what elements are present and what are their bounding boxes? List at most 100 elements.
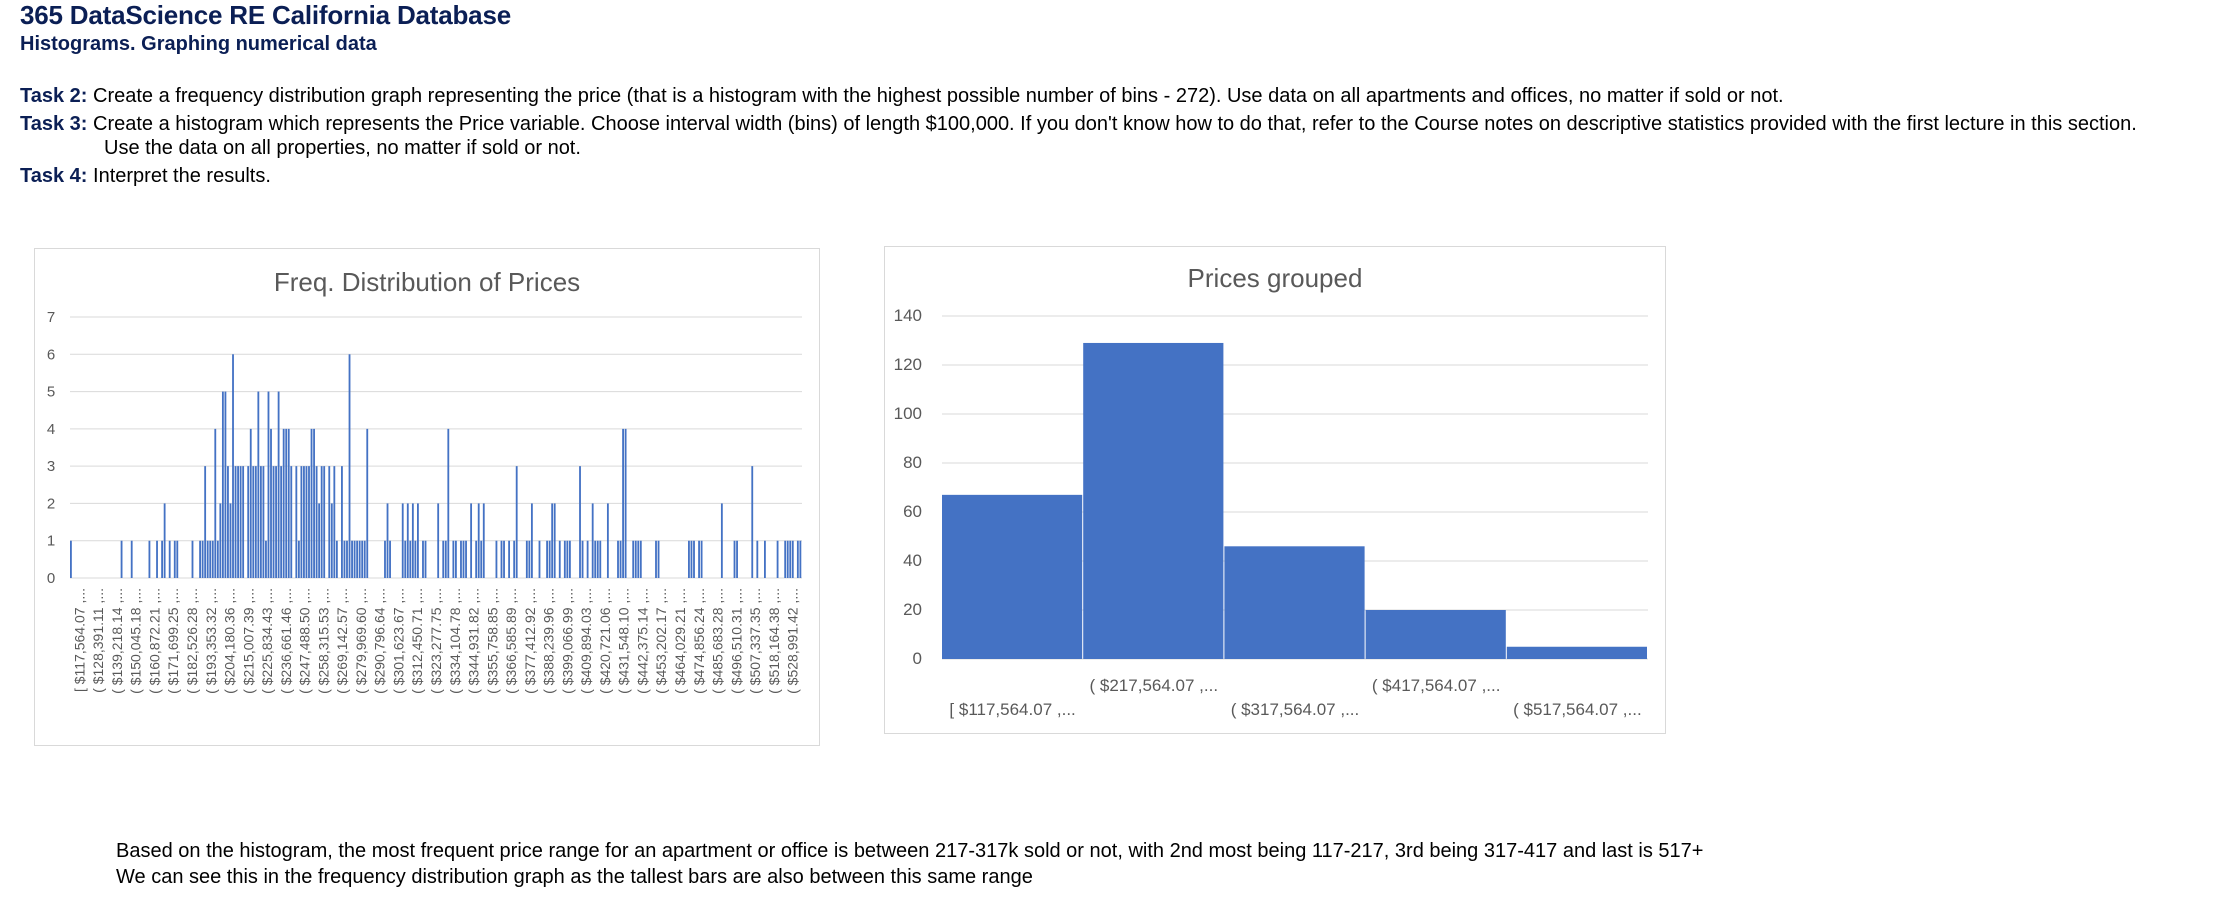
histogram-bar	[444, 540, 447, 578]
histogram-bar	[267, 391, 270, 578]
histogram-bar	[199, 540, 202, 578]
histogram-bar	[465, 540, 467, 578]
histogram-bar	[690, 540, 693, 578]
x-tick-label: ( $409,894.03 ,...	[578, 588, 594, 694]
histogram-bar	[637, 540, 640, 578]
prices-grouped-chart-svg: Prices grouped 0 20 40 60 80 100 120 140 [ $117,5…	[894, 263, 1648, 719]
histogram-bar	[634, 540, 637, 578]
histogram-bar	[515, 466, 518, 578]
histogram-bar	[789, 540, 792, 578]
histogram-bar	[191, 540, 194, 578]
histogram-bar	[227, 466, 229, 578]
freq-distribution-chart[interactable]: Freq. Distribution of Prices 0 1 2 3 4 5 6 7 [ $1…	[34, 248, 820, 746]
x-tick-label: ( $139,218.14 ,...	[109, 588, 125, 694]
histogram-bar	[224, 391, 227, 578]
histogram-bar	[247, 466, 250, 578]
histogram-bar	[404, 540, 407, 578]
histogram-bar	[563, 540, 566, 578]
histogram-bar	[209, 540, 212, 578]
histogram-bar	[130, 540, 133, 578]
histogram-bar	[232, 354, 234, 578]
histogram-bar	[500, 540, 503, 578]
x-tick-label: ( $290,796.64 ,...	[372, 588, 388, 694]
x-tick-label: ( $431,548.10 ,...	[616, 588, 632, 694]
histogram-bar	[698, 540, 700, 578]
histogram-bar	[586, 540, 589, 578]
histogram-bar	[310, 428, 313, 578]
x-tick-label: ( $355,758.85 ,...	[484, 588, 500, 694]
x-tick-label: ( $420,721.06 ,...	[597, 588, 613, 694]
histogram-bar	[776, 540, 779, 578]
x-tick-label: ( $247,488.50 ,...	[297, 588, 313, 694]
histogram-bar	[424, 540, 427, 578]
x-tick-label: ( $496,510.31 ,...	[728, 588, 744, 694]
histogram-bar	[751, 466, 754, 578]
page-title: 365 DataScience RE California Database	[20, 0, 511, 30]
chart-title: Freq. Distribution of Prices	[274, 267, 580, 297]
x-tick-label: ( $171,699.25 ,...	[165, 588, 181, 694]
histogram-bar	[581, 540, 584, 578]
x-tick-label: ( $236,661.46 ,...	[278, 588, 294, 694]
y-tick-label: 60	[903, 502, 922, 521]
histogram-bar	[553, 503, 556, 578]
y-tick-label: 0	[47, 570, 55, 587]
x-tick-label: ( $453,202.17 ,...	[653, 588, 669, 694]
histogram-bar	[733, 540, 736, 578]
prices-grouped-chart[interactable]: Prices grouped 0 20 40 60 80 100 120 140 [ $117,5…	[884, 246, 1666, 734]
histogram-bar	[252, 466, 255, 578]
histogram-bar	[422, 540, 424, 578]
histogram-bar	[591, 503, 594, 578]
histogram-bar	[305, 466, 308, 578]
histogram-bar	[148, 540, 151, 578]
y-tick-label: 80	[903, 453, 922, 472]
histogram-bar	[606, 503, 609, 578]
histogram-bar	[736, 540, 738, 578]
histogram-bar	[366, 428, 369, 578]
x-tick-label: ( $334,104.78 ,...	[447, 588, 463, 694]
histogram-bar	[406, 503, 409, 578]
histogram-bar	[229, 503, 232, 578]
histogram-bar	[341, 466, 343, 578]
histogram-bar	[568, 540, 571, 578]
histogram-bar	[401, 503, 404, 578]
y-tick-label: 5	[47, 384, 55, 401]
histogram-bar	[275, 466, 277, 578]
histogram-bar	[320, 466, 323, 578]
histogram-bar	[655, 540, 657, 578]
histogram-bar	[285, 428, 288, 578]
histogram-bar	[277, 391, 280, 578]
histogram-bar	[475, 540, 478, 578]
histogram-bar	[120, 540, 123, 578]
histogram-bar	[409, 540, 412, 578]
histogram-bar	[204, 466, 207, 578]
histogram-bar	[257, 391, 260, 578]
task-2-label: Task 2:	[20, 85, 88, 107]
histogram-bar	[234, 466, 237, 578]
histogram-bar	[596, 540, 599, 578]
histogram-bar	[1365, 610, 1506, 659]
histogram-bar	[530, 503, 533, 578]
task-4-text: Interpret the results.	[93, 165, 271, 187]
x-tick-label: [ $117,564.07 ,...	[71, 588, 87, 692]
histogram-bar	[239, 466, 242, 578]
x-tick-label: ( $518,164.38 ,...	[766, 588, 782, 694]
x-tick-label: ( $193,353.32 ,...	[203, 588, 219, 694]
histogram-bar	[216, 540, 219, 578]
histogram-bar	[495, 540, 498, 578]
task-3: Task 3: Create a histogram which represe…	[20, 112, 2137, 136]
y-tick-label: 1	[47, 533, 55, 550]
histogram-bar	[351, 540, 353, 578]
y-tick-label: 3	[47, 458, 55, 475]
x-tick-label: ( $182,526.28 ,...	[184, 588, 200, 694]
x-tick-label: ( $464,029.21 ,...	[672, 588, 688, 694]
x-category-label: ( $417,564.07 ,...	[1372, 676, 1501, 695]
histogram-bar	[290, 466, 293, 578]
x-tick-label: ( $442,375.14 ,...	[634, 588, 650, 694]
histogram-bar	[454, 540, 457, 578]
histogram-bar	[437, 503, 440, 578]
y-tick-label: 40	[903, 551, 922, 570]
histogram-bar	[1506, 646, 1647, 659]
histogram-bar	[477, 503, 480, 578]
histogram-bar	[411, 503, 414, 578]
histogram-bar	[259, 466, 262, 578]
